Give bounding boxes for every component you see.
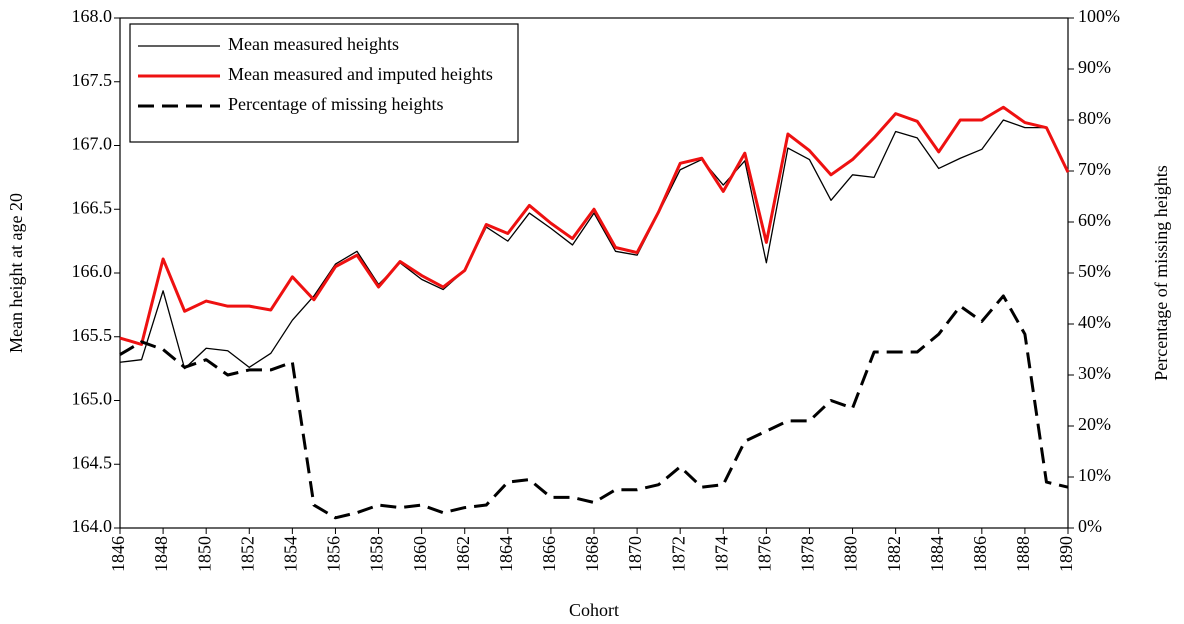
y-tick-label: 167.5 [72,70,113,90]
y2-axis-title: Percentage of missing heights [1151,165,1171,380]
x-tick-label: 1860 [410,536,430,572]
y2-tick-label: 80% [1078,108,1111,128]
y2-tick-label: 40% [1078,312,1111,332]
x-tick-label: 1890 [1056,536,1076,572]
y-tick-label: 165.0 [72,389,113,409]
y-tick-label: 168.0 [72,6,113,26]
y2-tick-label: 70% [1078,159,1111,179]
y-tick-label: 164.0 [72,516,113,536]
y2-tick-label: 0% [1078,516,1102,536]
legend-label: Mean measured and imputed heights [228,64,493,84]
x-tick-label: 1852 [237,536,257,572]
x-tick-label: 1866 [539,536,559,572]
y-tick-label: 164.5 [72,452,113,472]
x-tick-label: 1868 [582,536,602,572]
y-tick-label: 166.5 [72,197,113,217]
series-line [119,105,1070,346]
x-tick-label: 1870 [625,536,645,572]
y2-tick-label: 20% [1078,414,1111,434]
y2-tick-label: 100% [1078,6,1120,26]
x-tick-label: 1858 [367,536,387,572]
y2-tick-label: 10% [1078,465,1111,485]
x-tick-label: 1864 [496,536,516,572]
x-tick-label: 1872 [668,536,688,572]
y2-tick-label: 50% [1078,261,1111,281]
x-tick-label: 1888 [1013,536,1033,572]
legend-label: Percentage of missing heights [228,94,443,114]
x-tick-label: 1848 [151,536,171,572]
series-line [119,119,1069,370]
series-line [119,294,1069,520]
legend-label: Mean measured heights [228,34,399,54]
x-tick-label: 1882 [884,536,904,572]
x-tick-label: 1862 [453,536,473,572]
x-tick-label: 1856 [324,536,344,572]
x-tick-label: 1880 [841,536,861,572]
x-tick-label: 1884 [927,536,947,572]
x-tick-label: 1850 [194,536,214,572]
x-tick-label: 1878 [798,536,818,572]
x-tick-label: 1886 [970,536,990,572]
y2-tick-label: 60% [1078,210,1111,230]
legend-box [129,23,519,143]
y-tick-label: 167.0 [72,134,113,154]
x-tick-label: 1846 [108,536,128,572]
x-tick-label: 1874 [711,536,731,572]
y2-tick-label: 90% [1078,57,1111,77]
y-tick-label: 165.5 [72,325,113,345]
y-axis-title: Mean height at age 20 [6,193,26,353]
x-tick-label: 1876 [754,536,774,572]
x-tick-label: 1854 [280,536,300,572]
y2-tick-label: 30% [1078,363,1111,383]
y-tick-label: 166.0 [72,261,113,281]
x-axis-title: Cohort [569,600,619,620]
